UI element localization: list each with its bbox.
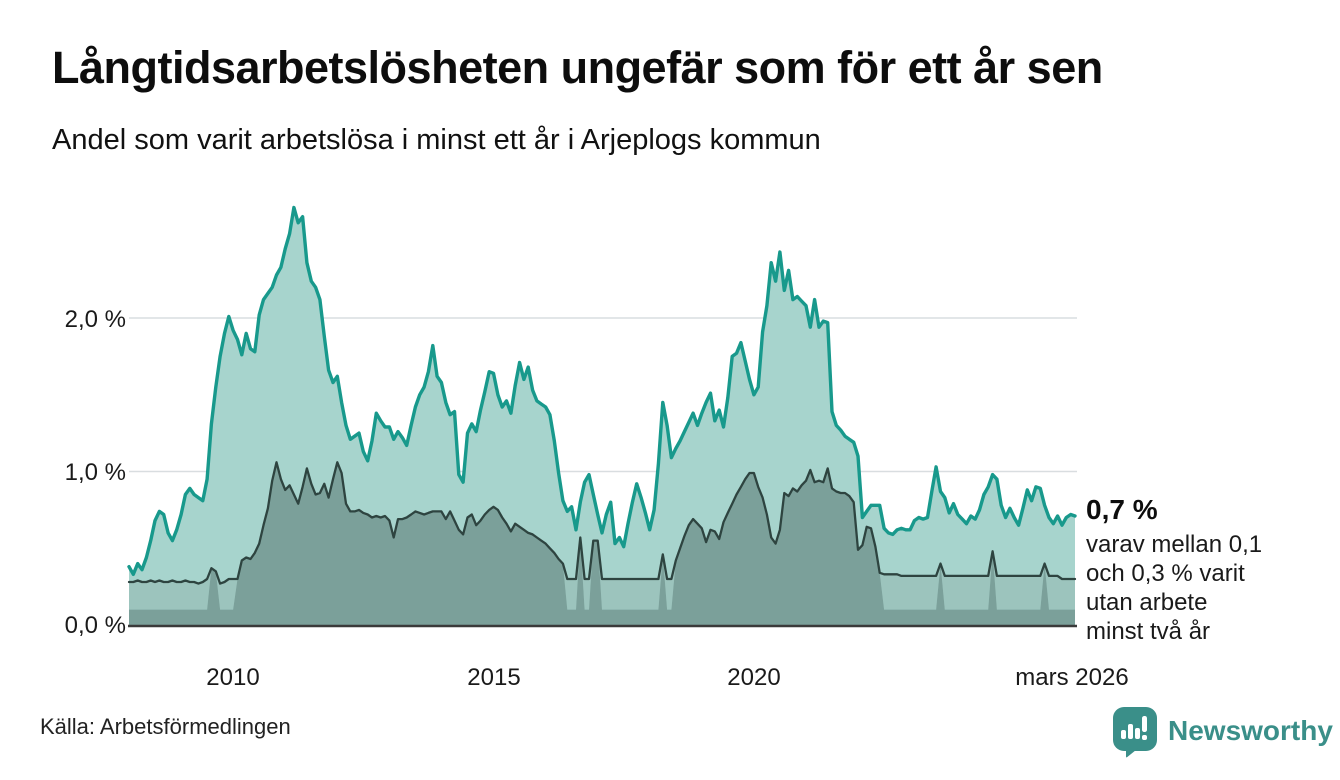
- page-title: Långtidsarbetslösheten ungefär som för e…: [52, 42, 1103, 93]
- annotation-line: utan arbete: [1086, 589, 1208, 616]
- page-subtitle: Andel som varit arbetslösa i minst ett å…: [52, 124, 821, 156]
- annotation-line: minst två år: [1086, 618, 1211, 645]
- newsworthy-logo-icon: [1113, 707, 1157, 758]
- source-label: Källa: Arbetsförmedlingen: [40, 714, 291, 739]
- x-axis-tick-2015: 2015: [467, 664, 521, 691]
- x-axis-tick-mars-2026: mars 2026: [1015, 664, 1129, 691]
- annotation-line: varav mellan 0,1: [1086, 531, 1263, 558]
- latest-value-label: 0,7 %: [1086, 494, 1158, 525]
- y-axis-tick-0: 0,0 %: [64, 612, 126, 639]
- x-axis-tick-2010: 2010: [206, 664, 260, 691]
- y-axis-tick-1: 1,0 %: [64, 459, 126, 486]
- newsworthy-wordmark: Newsworthy: [1168, 715, 1333, 746]
- x-axis-tick-2020: 2020: [727, 664, 781, 691]
- y-axis-tick-2: 2,0 %: [64, 306, 126, 333]
- latest-value-annotation: varav mellan 0,1 och 0,3 % varit utan ar…: [1086, 530, 1296, 646]
- newsworthy-brand: Newsworthy: [1112, 706, 1333, 758]
- annotation-line: och 0,3 % varit: [1086, 560, 1245, 587]
